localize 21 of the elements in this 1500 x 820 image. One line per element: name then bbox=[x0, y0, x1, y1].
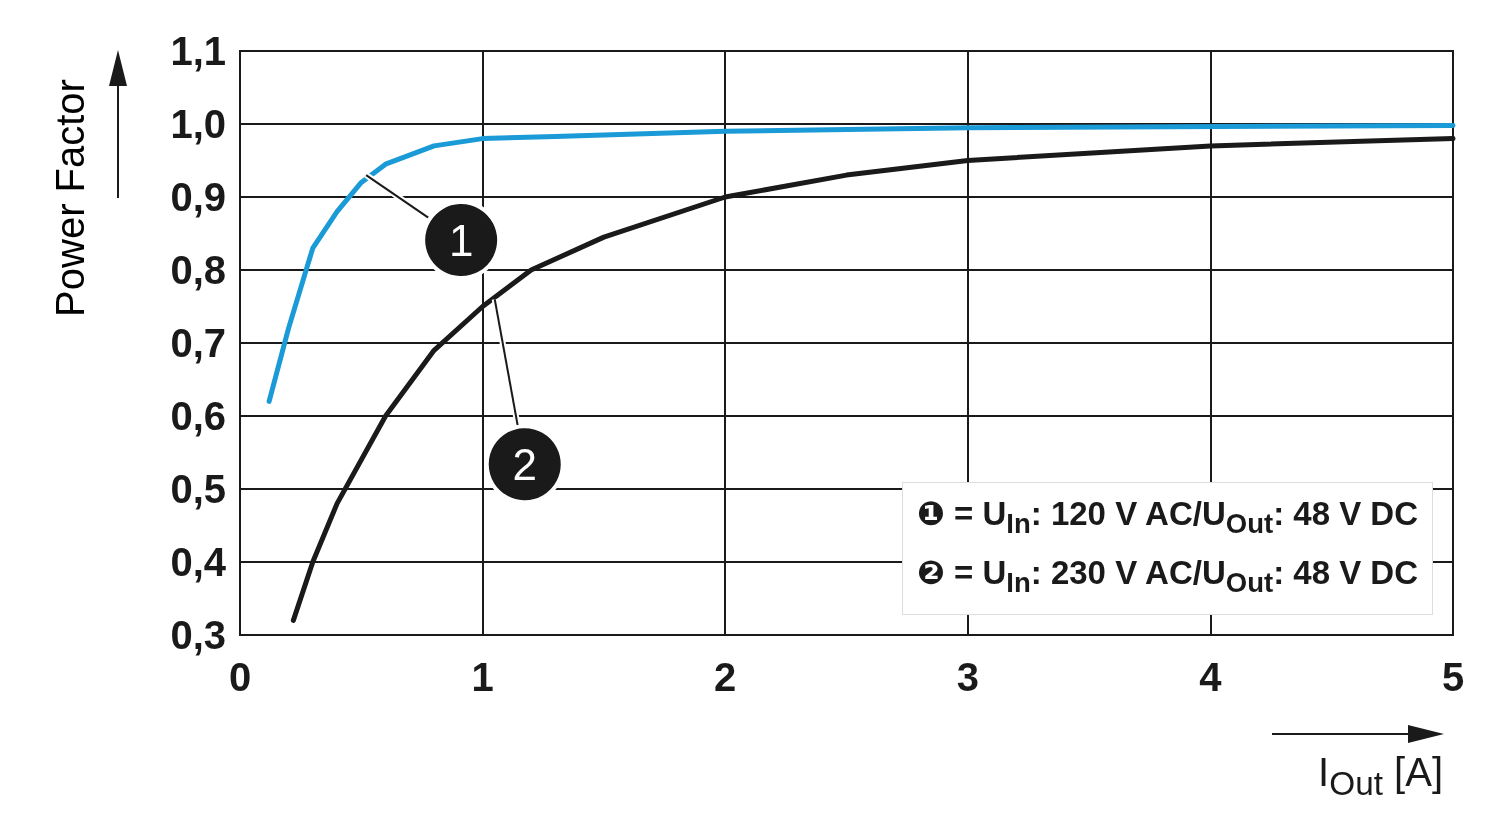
y-tick-label: 0,7 bbox=[170, 321, 226, 365]
x-tick-label: 0 bbox=[228, 655, 252, 699]
x-axis-title: I$_{Out}$ [A] bbox=[1318, 750, 1443, 803]
y-tick-label: 0,8 bbox=[170, 248, 226, 292]
y-axis-title: Power Factor bbox=[48, 79, 92, 317]
annotation: ❷ = U$_{In}$: 230 V AC/U$_{Out}$: 48 V DC bbox=[916, 553, 1418, 600]
y-tick-label: 0,5 bbox=[170, 467, 226, 511]
x-tick-label: 4 bbox=[1199, 655, 1223, 699]
y-tick-label: 1,1 bbox=[170, 29, 226, 73]
annotation: 2 bbox=[512, 439, 537, 489]
x-tick-label: 3 bbox=[956, 655, 979, 699]
y-tick-label: 0,4 bbox=[170, 540, 227, 584]
annotation: ❶ = U$_{In}$: 120 V AC/U$_{Out}$: 48 V DC bbox=[916, 493, 1418, 541]
y-tick-label: 0,3 bbox=[170, 613, 226, 657]
x-tick-label: 1 bbox=[471, 655, 494, 699]
y-tick-label: 0,6 bbox=[170, 394, 226, 438]
x-tick-label: 2 bbox=[714, 655, 737, 699]
annotation: 1 bbox=[448, 215, 474, 265]
y-tick-label: 0,9 bbox=[170, 175, 226, 219]
y-tick-label: 1,0 bbox=[170, 102, 226, 146]
x-tick-label: 5 bbox=[1441, 655, 1465, 699]
